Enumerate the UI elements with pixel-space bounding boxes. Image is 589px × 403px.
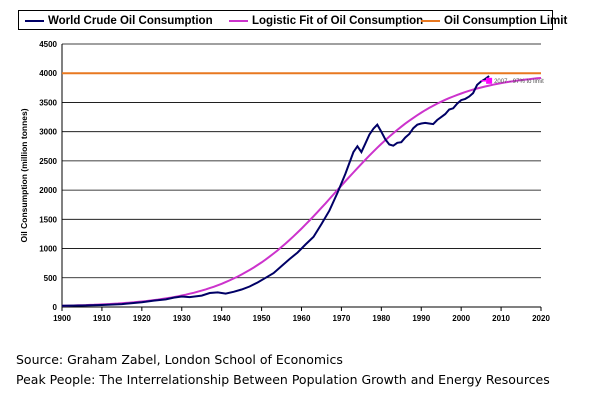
y-tick-label-3500: 3500: [39, 98, 57, 107]
y-tick-label-4500: 4500: [39, 40, 57, 49]
legend-label-consumption-limit: Oil Consumption Limit: [444, 14, 568, 27]
legend-item-consumption-limit: Oil Consumption Limit: [421, 13, 567, 28]
y-tick-label-1500: 1500: [39, 215, 57, 224]
x-tick-label-1980: 1980: [372, 314, 390, 323]
annotation-marker: [486, 77, 493, 84]
series-line-world-consumption: [61, 75, 490, 307]
legend-item-world-consumption: World Crude Oil Consumption: [25, 13, 213, 28]
x-tick-label-1920: 1920: [133, 314, 151, 323]
y-tick-label-4000: 4000: [39, 69, 57, 78]
x-tick-label-1990: 1990: [412, 314, 430, 323]
x-tick-label-1900: 1900: [53, 314, 71, 323]
series-line-logistic-fit: [61, 77, 542, 307]
legend-item-logistic-fit: Logistic Fit of Oil Consumption: [229, 13, 423, 28]
y-tick-label-3000: 3000: [39, 128, 57, 137]
x-tick-label-2010: 2010: [492, 314, 510, 323]
x-tick-label-1950: 1950: [253, 314, 271, 323]
legend-swatch-logistic-fit: [229, 19, 248, 22]
chart-legend: World Crude Oil Consumption Logistic Fit…: [18, 10, 567, 30]
source-line-2: Peak People: The Interrelationship Betwe…: [16, 372, 550, 387]
source-line-1: Source: Graham Zabel, London School of E…: [16, 352, 343, 367]
x-tick-label-1960: 1960: [293, 314, 311, 323]
x-tick-label-1940: 1940: [213, 314, 231, 323]
legend-swatch-world-consumption: [25, 19, 44, 22]
y-tick-label-2500: 2500: [39, 157, 57, 166]
x-tick-label-2020: 2020: [532, 314, 550, 323]
y-tick-label-2000: 2000: [39, 186, 57, 195]
annotation-label: 2007 - 97% to limit: [494, 79, 544, 85]
x-tick-label-1930: 1930: [173, 314, 191, 323]
y-tick-label-500: 500: [44, 274, 58, 283]
x-tick-label-1910: 1910: [93, 314, 111, 323]
legend-label-logistic-fit: Logistic Fit of Oil Consumption: [252, 14, 424, 27]
x-tick-label-1970: 1970: [333, 314, 351, 323]
y-tick-label-0: 0: [53, 303, 58, 312]
legend-label-world-consumption: World Crude Oil Consumption: [48, 14, 213, 27]
y-tick-label-1000: 1000: [39, 245, 57, 254]
x-tick-label-2000: 2000: [452, 314, 470, 323]
legend-swatch-consumption-limit: [421, 19, 440, 22]
y-axis-title: Oil Consumption (million tonnes): [19, 108, 29, 242]
